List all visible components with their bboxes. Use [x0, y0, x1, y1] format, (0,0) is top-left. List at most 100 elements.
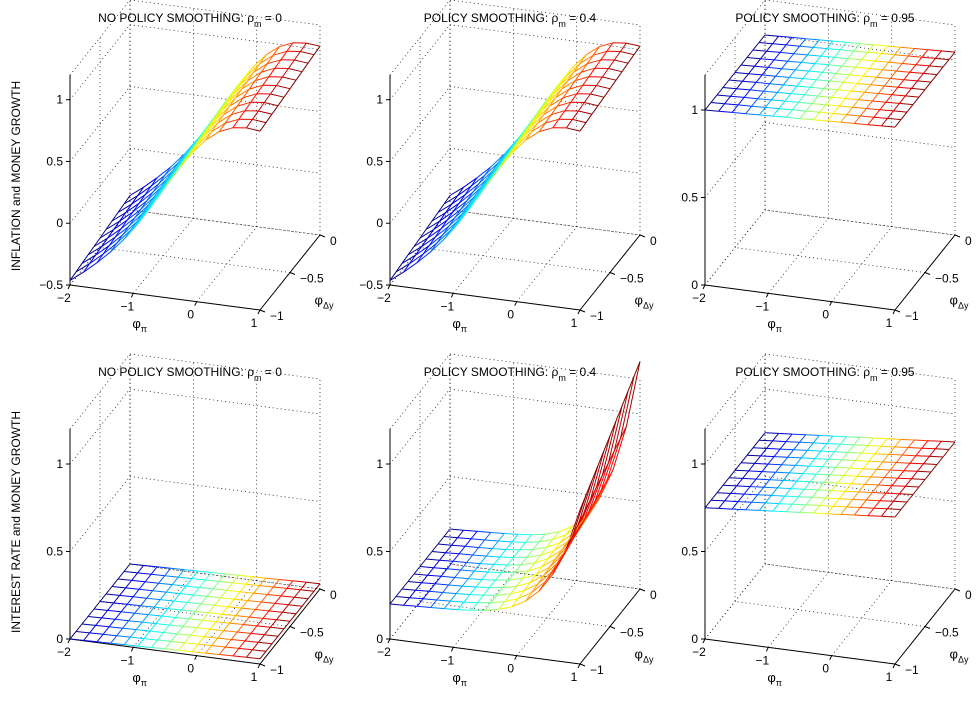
mesh-segment [758, 432, 766, 441]
mesh-segment [478, 175, 486, 185]
mesh-segment [847, 50, 855, 59]
mesh-segment [253, 592, 268, 595]
mesh-segment [776, 84, 784, 93]
mesh-segment [877, 85, 885, 94]
mesh-segment [793, 53, 808, 56]
mesh-segment [182, 625, 197, 629]
mesh-segment [490, 153, 505, 168]
mesh-segment [589, 450, 605, 500]
mesh-segment [288, 596, 295, 606]
mesh-segment [864, 91, 879, 94]
mesh-segment [734, 64, 742, 73]
mesh-segment [547, 549, 562, 560]
mesh-segment [210, 628, 224, 632]
mesh-segment [580, 63, 588, 73]
mesh-segment [894, 46, 902, 56]
mesh-segment [849, 66, 856, 76]
mesh-segment [479, 555, 487, 564]
z-tick-label: 1 [56, 93, 63, 107]
y-tick-label: −0.5 [935, 626, 959, 640]
mesh-segment [194, 603, 202, 612]
mesh-segment [881, 53, 895, 56]
mesh-segment [789, 472, 803, 475]
mesh-segment [606, 42, 614, 52]
mesh-segment [169, 624, 184, 627]
mesh-segment [553, 541, 568, 551]
mesh-segment [758, 439, 773, 442]
mesh-segment [819, 434, 833, 437]
mesh-segment [865, 492, 873, 501]
y-axis-label-symbol: φ [315, 647, 323, 662]
mesh-segment [199, 587, 214, 590]
mesh-segment [541, 558, 556, 568]
mesh-segment [846, 41, 861, 45]
mesh-segment [460, 200, 468, 210]
mesh-segment [135, 213, 143, 223]
mesh-segment [763, 90, 778, 93]
mesh-segment [911, 478, 926, 480]
mesh-segment [209, 118, 217, 128]
mesh-segment [907, 48, 915, 57]
mesh-segment [102, 245, 110, 255]
mesh-segment [902, 454, 916, 457]
x-tick [765, 647, 769, 652]
mesh-segment [792, 101, 799, 111]
mesh-segment [184, 634, 191, 644]
mesh-segment [534, 554, 541, 564]
mesh-segment [767, 456, 775, 465]
mesh-segment [734, 72, 749, 75]
grid-line-z [704, 209, 956, 286]
mesh-segment [568, 80, 576, 90]
mesh-segment [863, 468, 877, 470]
mesh-segment [146, 597, 161, 601]
mesh-segment [229, 622, 244, 625]
mesh-segment [439, 212, 447, 222]
mesh-segment [407, 246, 415, 256]
mesh-segment [473, 563, 481, 572]
mesh-segment [806, 47, 814, 56]
mesh-segment [543, 566, 551, 576]
mesh-segment [540, 547, 547, 556]
mesh-segment [573, 63, 581, 73]
x-tick-label: −2 [692, 291, 706, 305]
mesh-segment [262, 610, 270, 619]
mesh-segment [143, 177, 158, 188]
mesh-segment [766, 447, 781, 450]
mesh-segment [876, 468, 891, 471]
mesh-segment [262, 76, 270, 86]
mesh-segment [903, 79, 918, 82]
mesh-segment [221, 606, 229, 615]
y-tick-label: −0.5 [935, 272, 959, 286]
mesh-segment [716, 87, 724, 96]
mesh-segment [421, 582, 436, 585]
mesh-segment [443, 230, 451, 240]
mesh-segment [757, 486, 765, 496]
surface-mesh [704, 34, 956, 128]
mesh-segment [442, 584, 450, 593]
y-tick-label: 0 [965, 588, 972, 602]
mesh-segment [724, 95, 731, 105]
mesh-segment [445, 544, 452, 554]
mesh-segment [279, 579, 293, 582]
mesh-segment [583, 93, 591, 103]
mesh-segment [101, 610, 108, 619]
mesh-segment [192, 651, 206, 654]
mesh-segment [794, 457, 802, 466]
mesh-segment [574, 71, 582, 81]
grid-line-y [99, 37, 291, 273]
mesh-segment [751, 98, 759, 107]
mesh-segment [710, 499, 725, 502]
mesh-segment [912, 96, 920, 105]
mesh-segment [853, 50, 868, 53]
mesh-segment [197, 570, 212, 573]
mesh-segment [166, 591, 180, 595]
mesh-segment [158, 575, 166, 584]
y-tick [924, 626, 931, 629]
mesh-segment [553, 80, 569, 94]
mesh-segment [779, 44, 787, 53]
mesh-segment [167, 600, 175, 609]
mesh-segment [208, 604, 215, 614]
mesh-segment [914, 439, 928, 442]
mesh-segment [158, 175, 166, 185]
mesh-segment [214, 604, 229, 608]
